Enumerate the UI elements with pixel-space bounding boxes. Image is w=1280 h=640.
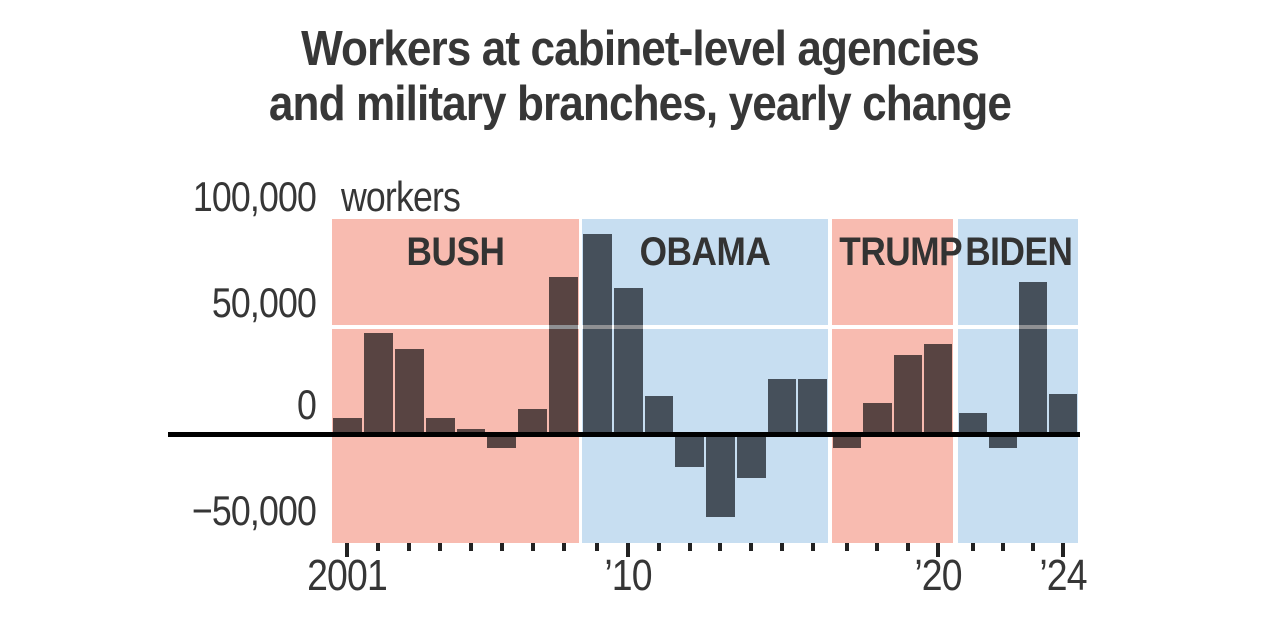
era-band-biden: [958, 219, 1078, 543]
gridline-50000: [332, 325, 1078, 329]
chart-title: Workers at cabinet-level agencies and mi…: [64, 22, 1216, 133]
tick-2017: [845, 543, 850, 551]
gridline-50000-overlay: [332, 325, 1078, 329]
tick-2004: [438, 543, 443, 551]
y-axis-label-neg50000: −50,000: [191, 487, 317, 534]
bar-2024: [1049, 393, 1077, 435]
tick-2007: [530, 543, 535, 551]
bar-2005: [456, 428, 486, 435]
chart-title-line2: and military branches, yearly change: [268, 77, 1012, 132]
era-label-obama: OBAMA: [639, 230, 771, 274]
tick-2010: [626, 543, 631, 557]
tick-2016: [810, 543, 815, 551]
bar-2001: [333, 417, 362, 435]
tick-2022: [1001, 543, 1005, 551]
y-axis-label-100000: 100,000: [192, 173, 317, 220]
tick-2020: [935, 543, 940, 557]
bar-2015: [767, 378, 797, 435]
bar-2009: [583, 234, 612, 435]
bar-2019: [893, 355, 922, 435]
tick-2013: [718, 543, 723, 551]
tick-2024: [1061, 543, 1065, 557]
tick-2015: [779, 543, 784, 551]
tick-2014: [749, 543, 754, 551]
chart-title-line1: Workers at cabinet-level agencies: [301, 22, 980, 76]
y-axis-unit-label: workers: [341, 173, 461, 220]
tick-2005: [468, 543, 473, 551]
bar-2018: [863, 402, 892, 435]
y-axis-label-0: 0: [296, 381, 317, 428]
x-axis-label-2010: ’10: [604, 551, 652, 600]
zero-axis-line: [168, 432, 1080, 437]
tick-2006: [499, 543, 504, 551]
bar-2012: [675, 435, 704, 468]
bar-2017: [833, 435, 862, 448]
tick-2023: [1031, 543, 1035, 551]
bar-2023: [1019, 281, 1047, 435]
tick-2019: [905, 543, 910, 551]
x-axis-label-2001: 2001: [307, 551, 389, 600]
tick-2008: [561, 543, 566, 551]
bar-2008: [549, 277, 578, 435]
bar-2004: [425, 417, 455, 435]
bar-2021: [959, 413, 987, 435]
bar-2007: [518, 409, 548, 435]
tick-2011: [656, 543, 661, 551]
era-label-trump: TRUMP: [839, 230, 963, 274]
x-axis-label-2024: ’24: [1039, 551, 1087, 600]
bar-2011: [644, 396, 674, 435]
bar-2013: [706, 435, 735, 518]
bar-2022: [989, 435, 1017, 448]
tick-2009: [595, 543, 600, 551]
tick-2003: [407, 543, 412, 551]
bar-2003: [394, 348, 424, 435]
bar-2020: [923, 344, 952, 435]
bar-2010: [613, 288, 643, 435]
y-axis-label-50000: 50,000: [211, 279, 317, 326]
bar-2006: [487, 435, 517, 448]
tick-2002: [376, 543, 381, 551]
era-label-bush: BUSH: [406, 230, 505, 274]
era-label-biden: BIDEN: [965, 230, 1073, 274]
tick-2001: [345, 543, 350, 557]
tick-2018: [875, 543, 880, 551]
tick-2021: [971, 543, 975, 551]
tick-2012: [687, 543, 692, 551]
bar-2014: [736, 435, 766, 479]
bar-2016: [798, 378, 827, 435]
x-axis-label-2020: ’20: [914, 551, 962, 600]
bar-2002: [363, 333, 393, 435]
